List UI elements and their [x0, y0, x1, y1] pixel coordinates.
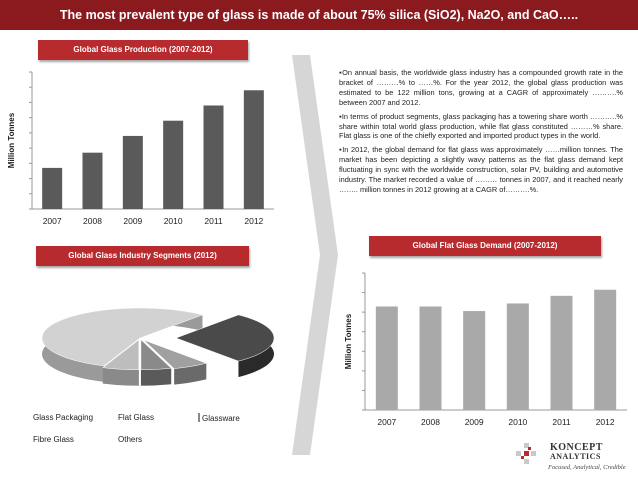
- segments-chart-label: Global Glass Industry Segments (2012): [36, 246, 249, 266]
- page-title: The most prevalent type of glass is made…: [59, 8, 579, 22]
- flat-demand-x-tick-2012: 2012: [596, 417, 615, 427]
- bullet-annual-growth: ▪On annual basis, the worldwide glass in…: [339, 68, 623, 107]
- logo-tagline: Focused, Analytical, Credible: [548, 464, 626, 471]
- logo-name-2: ANALYTICS: [550, 452, 601, 461]
- legend-glassware: Glassware: [198, 413, 240, 423]
- production-x-tick-2010: 2010: [164, 216, 183, 226]
- production-bar-2010: [163, 120, 184, 209]
- legend-flat-glass: Flat Glass: [118, 413, 155, 422]
- segments-pie-chart: [41, 307, 275, 386]
- legend-others: Others: [118, 435, 143, 444]
- production-bar-2012: [243, 90, 264, 209]
- production-bar-2009: [122, 135, 143, 209]
- production-chart-label: Global Glass Production (2007-2012): [38, 40, 248, 60]
- flat-demand-bar-2012: [594, 289, 617, 410]
- flat-demand-bar-2008: [419, 306, 442, 410]
- logo-name: KONCEPT: [550, 442, 603, 453]
- pie-slice-side-glassware: [174, 363, 207, 385]
- production-x-tick-2008: 2008: [83, 216, 102, 226]
- bullet-flat-glass-demand: ▪In 2012, the global demand for flat gla…: [339, 145, 623, 194]
- summary-bullets: ▪On annual basis, the worldwide glass in…: [339, 68, 623, 199]
- flat-demand-y-axis-label: Million Tonnes: [344, 313, 353, 369]
- flat-demand-x-tick-2011: 2011: [552, 417, 571, 427]
- flat-demand-bar-2009: [463, 311, 486, 410]
- pie-slice-side-fibre-glass: [140, 368, 172, 386]
- production-bar-2011: [203, 105, 224, 209]
- flat-demand-bar-chart: 2007 2008 2009 2010 2011 2012 Million Tonnes: [344, 272, 627, 427]
- page-title-banner: The most prevalent type of glass is made…: [0, 0, 638, 30]
- flat-demand-x-tick-2007: 2007: [377, 417, 396, 427]
- koncept-analytics-logo: KONCEPT ANALYTICS Focused, Analytical, C…: [513, 440, 633, 476]
- bullet-product-segments: ▪In terms of product segments, glass pac…: [339, 111, 623, 141]
- production-x-tick-2012: 2012: [244, 216, 263, 226]
- chevron-arrow-icon: [292, 55, 338, 455]
- pie-slice-glass-packaging: [41, 307, 204, 367]
- production-x-tick-2007: 2007: [43, 216, 62, 226]
- flat-demand-x-tick-2010: 2010: [508, 417, 527, 427]
- pie-slice-side-others: [102, 367, 139, 386]
- pie-slice-glassware: [143, 339, 208, 369]
- flat-demand-chart-label: Global Flat Glass Demand (2007-2012): [369, 236, 601, 256]
- flat-demand-x-tick-2009: 2009: [465, 417, 484, 427]
- pie-slice-fibre-glass: [140, 339, 172, 371]
- legend-glass-packaging: Glass Packaging: [33, 413, 94, 422]
- production-x-tick-2009: 2009: [123, 216, 142, 226]
- flat-demand-bar-2011: [550, 295, 573, 410]
- production-bar-2007: [42, 167, 63, 209]
- production-x-tick-2011: 2011: [204, 216, 223, 226]
- production-bar-2008: [82, 152, 103, 209]
- legend-fibre-glass: Fibre Glass: [33, 435, 74, 444]
- flat-demand-x-tick-2008: 2008: [421, 417, 440, 427]
- flat-demand-bar-2010: [506, 303, 529, 410]
- logo-mark-icon: [516, 443, 536, 464]
- production-y-axis-label: Million Tonnes: [7, 112, 16, 168]
- production-bar-chart: 2007 2008 2009 2010 2011 2012 Million Tonnes: [7, 71, 274, 226]
- pie-slice-others: [102, 339, 140, 371]
- flat-demand-bar-2007: [375, 306, 398, 410]
- pie-slice-flat-glass: [175, 314, 275, 362]
